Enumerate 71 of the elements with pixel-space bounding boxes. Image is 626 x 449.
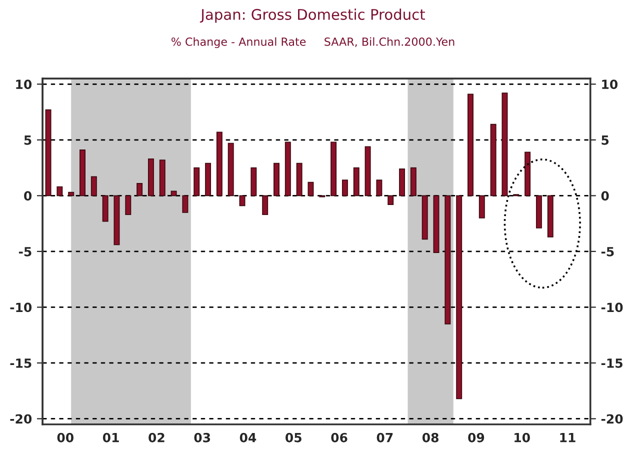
y-tick-label: 10 [16, 80, 32, 90]
y2-tick-label: -5 [601, 247, 614, 256]
x-tick-label: 08 [422, 432, 438, 442]
y2-tick-label: -20 [601, 414, 623, 424]
y2-tick-label: 10 [602, 80, 618, 90]
y2-tick-label: -10 [601, 302, 623, 312]
chart-title: Japan: Gross Domestic Product [200, 8, 425, 23]
bar [342, 180, 348, 196]
y-tick-label: -5 [18, 247, 32, 256]
bar [159, 160, 166, 196]
y2-tick-label: -15 [601, 358, 622, 368]
x-tick-label: 07 [376, 432, 393, 442]
bar [364, 146, 371, 196]
chart-subtitle: % Change - Annual Rate SAAR, Bil.Chn.2000.Yen [171, 37, 454, 48]
y2-tick-label: 0 [601, 191, 609, 201]
bar [274, 162, 280, 196]
bar [182, 195, 188, 213]
bar [490, 124, 496, 196]
bar [547, 195, 554, 238]
bar [90, 176, 97, 196]
bar [524, 152, 531, 196]
y-tick-label: 0 [24, 191, 32, 201]
y-tick-label: 5 [24, 136, 32, 145]
y-tick-label: -10 [10, 302, 32, 312]
bar [536, 195, 542, 228]
bar [56, 186, 63, 196]
bar [376, 180, 382, 196]
bar [353, 167, 360, 196]
bar [410, 167, 416, 196]
bar [478, 195, 485, 218]
bar [456, 195, 462, 400]
bar [239, 195, 246, 206]
bar [228, 142, 234, 196]
bar [468, 94, 474, 196]
bar [80, 150, 86, 196]
bar [45, 109, 52, 196]
y-tick-label: -15 [10, 358, 32, 368]
bar [205, 162, 212, 196]
bar [125, 195, 132, 216]
bar [170, 190, 177, 196]
x-tick-label: 04 [240, 432, 256, 442]
x-tick-label: 02 [148, 432, 164, 442]
x-tick-label: 10 [514, 432, 530, 442]
x-tick-label: 09 [468, 432, 484, 442]
bar [194, 167, 200, 196]
bar [296, 162, 302, 196]
x-tick-label: 05 [286, 432, 302, 442]
bar [433, 195, 440, 253]
bar [399, 168, 406, 196]
bar [444, 195, 451, 324]
x-tick-label: 01 [102, 432, 119, 442]
bar [422, 195, 428, 240]
bar [136, 182, 143, 196]
x-tick-label: 03 [194, 432, 210, 442]
x-tick-label: 06 [331, 432, 348, 442]
bar [308, 182, 314, 196]
bar [216, 132, 222, 196]
bar [284, 142, 291, 196]
x-tick-label: 00 [57, 432, 74, 442]
y2-tick-label: 5 [602, 136, 609, 145]
bar [502, 92, 508, 196]
bar [388, 195, 394, 206]
bar [148, 158, 154, 196]
bar [68, 192, 74, 196]
y-tick-label: -20 [10, 414, 32, 424]
bar [262, 195, 268, 216]
bar [114, 195, 120, 246]
bar [330, 142, 337, 196]
bar [250, 167, 257, 196]
bar [102, 195, 108, 222]
x-tick-label: 11 [560, 433, 576, 442]
